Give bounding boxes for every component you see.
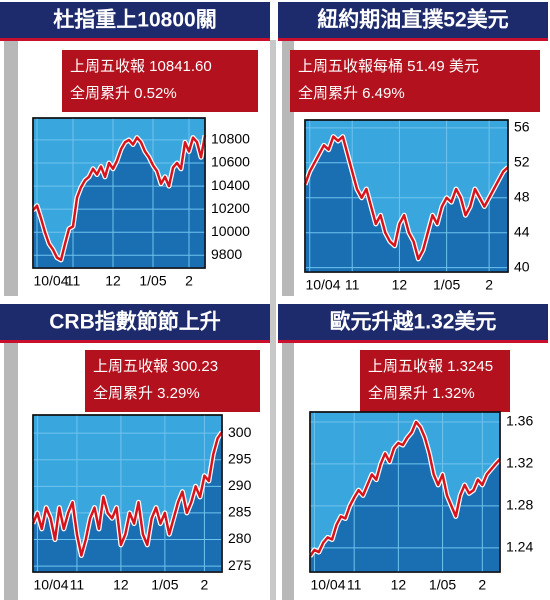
divider (270, 40, 276, 600)
annotation-box (85, 350, 260, 412)
y-tick-label: 10000 (211, 223, 250, 239)
y-tick-label: 1.32 (506, 455, 533, 471)
panel-title: 歐元升越1.32美元 (330, 310, 497, 334)
annotation: 全周累升 0.52% (70, 84, 177, 102)
y-tick-label: 56 (514, 119, 530, 135)
side-stripe (4, 340, 18, 600)
annotation: 全周累升 3.29% (93, 384, 200, 402)
header-stripe (0, 38, 270, 41)
panel-title: 杜指重上10800關 (53, 8, 216, 32)
annotation: 上周五收報 1.3245 (368, 358, 493, 375)
annotation: 全周累升 1.32% (368, 384, 475, 402)
x-tick-label: 12 (113, 577, 129, 593)
side-stripe (4, 40, 18, 296)
x-tick-label: 10/04 (33, 273, 68, 289)
panel-title: 紐約期油直撲52美元 (317, 8, 508, 32)
plot-frame (309, 411, 501, 573)
x-tick-label: 2 (485, 277, 493, 293)
y-tick-label: 300 (228, 424, 252, 440)
annotation: 上周五收報 10841.60 (70, 58, 212, 75)
x-tick-label: 12 (105, 273, 121, 289)
y-tick-label: 290 (228, 477, 252, 493)
y-tick-label: 295 (228, 450, 252, 466)
x-tick-label: 2 (201, 577, 209, 593)
x-tick-label: 11 (70, 577, 85, 593)
x-tick-label: 2 (185, 273, 193, 289)
y-tick-label: 44 (514, 223, 530, 239)
y-tick-label: 48 (514, 188, 530, 204)
y-tick-label: 1.28 (506, 497, 533, 513)
x-tick-label: 11 (66, 273, 81, 289)
annotation: 全周累升 6.49% (298, 84, 405, 102)
area (33, 432, 222, 572)
header-stripe (278, 340, 548, 343)
panel-title: CRB指數節節上升 (49, 310, 221, 334)
header-bar (278, 304, 548, 340)
plot-frame (32, 414, 223, 573)
line (31, 431, 224, 557)
side-stripe (282, 340, 294, 600)
line (308, 420, 501, 557)
header-stripe (278, 38, 548, 41)
y-tick-label: 1.24 (506, 539, 533, 555)
x-tick-label: 12 (391, 577, 407, 593)
plot-frame (32, 117, 206, 269)
annotation: 上周五收報每桶 51.49 美元 (298, 58, 479, 75)
x-tick-label: 10/04 (310, 577, 345, 593)
y-tick-label: 52 (514, 154, 530, 170)
line (303, 135, 509, 261)
x-tick-label: 11 (347, 577, 362, 593)
y-tick-label: 10600 (211, 154, 250, 170)
x-tick-label: 10/04 (33, 577, 68, 593)
y-tick-label: 280 (228, 530, 252, 546)
y-tick-label: 285 (228, 504, 252, 520)
area (33, 135, 205, 268)
y-tick-label: 10400 (211, 177, 250, 193)
annotation-box (360, 350, 510, 412)
y-tick-label: 9800 (211, 246, 242, 262)
x-tick-label: 11 (345, 277, 360, 293)
annotation-box (290, 50, 540, 112)
y-tick-label: 10200 (211, 200, 250, 216)
y-tick-label: 40 (514, 258, 530, 274)
x-tick-label: 10/04 (305, 277, 340, 293)
x-tick-label: 1/05 (151, 577, 178, 593)
line (32, 135, 207, 262)
header-bar (0, 304, 270, 340)
y-tick-label: 275 (228, 557, 252, 573)
area (310, 421, 500, 572)
header-stripe (0, 340, 270, 343)
x-tick-label: 12 (392, 277, 408, 293)
y-tick-label: 10800 (211, 131, 250, 147)
y-tick-label: 1.36 (506, 413, 533, 429)
x-tick-label: 2 (478, 577, 486, 593)
plot-frame (304, 119, 509, 273)
annotation: 上周五收報 300.23 (93, 358, 218, 375)
x-tick-label: 1/05 (433, 277, 460, 293)
area (305, 136, 508, 272)
x-tick-label: 1/05 (139, 273, 166, 289)
header-bar (278, 2, 548, 38)
x-tick-label: 1/05 (429, 577, 456, 593)
header-bar (0, 2, 270, 38)
annotation-box (62, 50, 258, 112)
